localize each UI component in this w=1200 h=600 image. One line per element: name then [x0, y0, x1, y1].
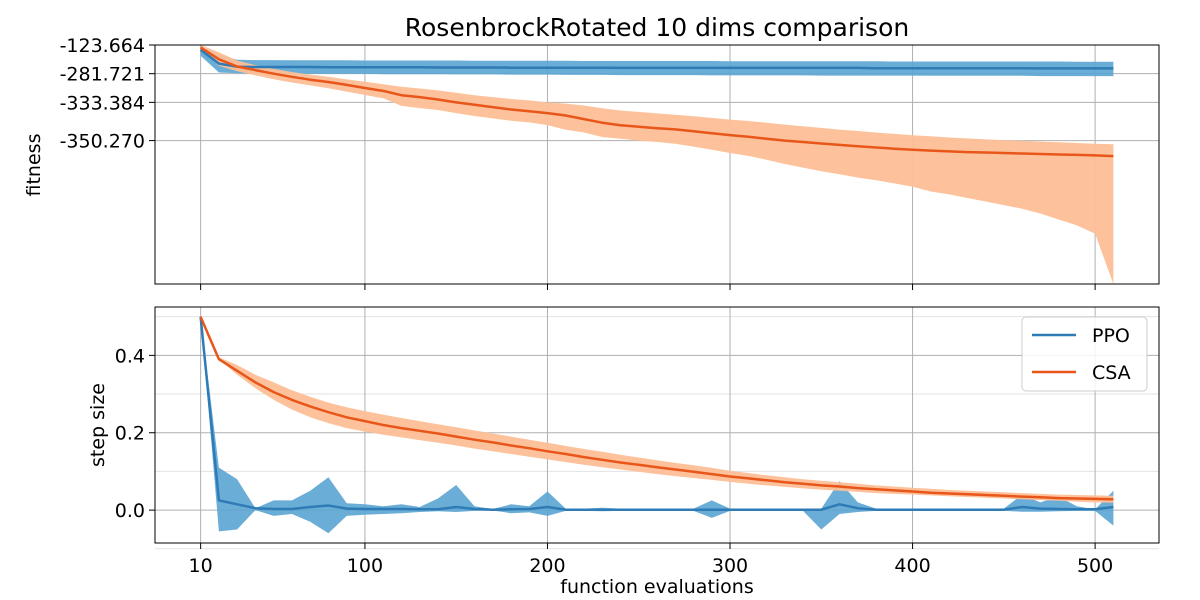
- step-size-ticks: 10 100 200 300 400 500 0.0 0.2 0.4: [115, 345, 1113, 577]
- csa-mean-line: [199, 46, 1114, 158]
- step-size-lines: [199, 316, 1114, 511]
- x-tick-label: 400: [894, 555, 930, 577]
- y-tick-label: 0.4: [115, 345, 145, 367]
- csa-confidence-band: [200, 45, 1114, 284]
- y-tick-label: 0.0: [115, 500, 145, 522]
- ppo-confidence-band: [200, 316, 1114, 534]
- step-size-ylabel: step size: [87, 383, 109, 467]
- fitness-plot-frame: [154, 44, 1160, 285]
- y-tick-label: 0.2: [115, 423, 145, 445]
- fitness-plot: -123.664 -281.721 -333.384 -350.270 fitness: [23, 35, 1160, 290]
- csa-confidence-band: [200, 316, 1114, 503]
- step-size-plot: 10 100 200 300 400 500 0.0 0.2 0.4 step size fun…: [87, 306, 1160, 598]
- ppo-mean-line: [199, 316, 1114, 511]
- y-tick-label: -350.270: [60, 131, 145, 153]
- fitness-lines: [199, 46, 1114, 158]
- y-tick-label: -333.384: [60, 92, 145, 114]
- x-tick-label: 200: [529, 555, 565, 577]
- x-tick-label: 100: [347, 555, 383, 577]
- x-tick-label: 500: [1077, 555, 1113, 577]
- x-tick-label: 10: [189, 555, 213, 577]
- step-size-bands: [200, 316, 1114, 534]
- legend-csa-label: CSA: [1092, 362, 1131, 384]
- csa-mean-line: [199, 316, 1114, 501]
- fitness-ticks: -123.664 -281.721 -333.384 -350.270: [60, 35, 1096, 290]
- legend-ppo-label: PPO: [1092, 325, 1130, 347]
- step-size-plot-frame: [154, 306, 1160, 544]
- y-tick-label: -123.664: [60, 35, 145, 57]
- chart-title: RosenbrockRotated 10 dims comparison: [405, 13, 909, 42]
- x-axis-label: function evaluations: [560, 576, 754, 598]
- legend: PPO CSA: [1021, 316, 1148, 392]
- ppo-mean-line: [199, 48, 1114, 70]
- fitness-ylabel: fitness: [23, 134, 45, 197]
- x-tick-label: 300: [712, 555, 748, 577]
- y-tick-label: -281.721: [60, 64, 145, 86]
